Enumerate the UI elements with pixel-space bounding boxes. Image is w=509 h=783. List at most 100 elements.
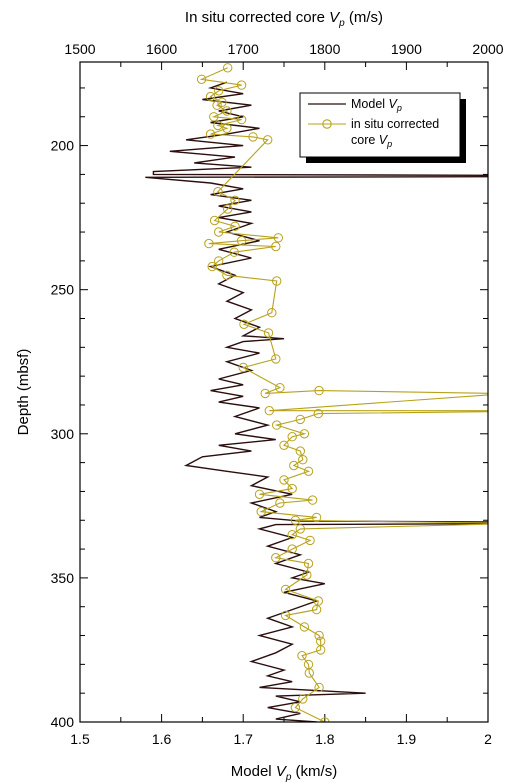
bottom-tick-label: 1.7 [233, 731, 253, 747]
data-point-core-vp [313, 408, 323, 419]
bottom-axis-ticks: 1.5 1.6 1.7 1.8 1.9 2 [70, 714, 492, 747]
data-point-core-vp [223, 63, 233, 73]
data-point-core-vp [280, 584, 291, 595]
y-axis-ticks: 200 250 300 350 400 [51, 87, 488, 730]
data-point-core-vp [263, 135, 273, 145]
data-point-core-vp [287, 432, 297, 442]
data-point-core-vp [273, 233, 283, 243]
data-point-core-vp [236, 80, 247, 90]
y-axis-title: Depth (mbsf) [15, 349, 32, 436]
top-tick-label: 1700 [228, 41, 259, 57]
data-point-core-vp [248, 132, 258, 142]
data-point-core-vp [209, 215, 220, 226]
data-point-core-vp [287, 483, 297, 494]
data-point-core-vp [289, 460, 299, 471]
bottom-tick-label: 2 [484, 731, 492, 747]
data-point-core-vp [303, 558, 314, 569]
legend-label-core-vp-line1: in situ corrected [351, 117, 439, 131]
data-point-core-vp [236, 236, 247, 246]
data-point-core-vp [313, 596, 323, 606]
data-point-core-vp [271, 241, 281, 252]
data-point-core-vp [299, 429, 310, 439]
top-tick-label: 1900 [391, 41, 422, 57]
legend: Model Vp in situ corrected core Vp [299, 92, 466, 163]
data-point-core-vp [214, 86, 224, 96]
y-tick-label: 350 [51, 570, 75, 586]
data-point-core-vp [207, 261, 217, 272]
data-point-core-vp [290, 515, 301, 525]
data-point-core-vp [279, 440, 289, 450]
data-point-core-vp [311, 512, 322, 523]
y-tick-label: 200 [51, 138, 75, 154]
data-point-core-vp [205, 91, 216, 102]
data-point-core-vp [280, 610, 291, 621]
bottom-tick-label: 1.5 [70, 731, 90, 747]
data-point-core-vp [260, 388, 270, 399]
data-point-core-vp [222, 123, 232, 134]
legend-label-core-vp-line2: core Vp [351, 133, 392, 149]
data-point-core-vp [316, 645, 326, 655]
bottom-tick-label: 1.6 [152, 731, 172, 747]
plot-frame [79, 61, 489, 723]
data-point-core-vp [311, 604, 322, 615]
data-point-core-vp [305, 535, 315, 546]
data-point-core-vp [213, 187, 223, 197]
data-point-core-vp [230, 221, 240, 232]
y-tick-label: 400 [51, 714, 75, 730]
data-point-core-vp [307, 495, 318, 505]
data-point-core-vp [222, 106, 232, 116]
data-point-core-vp [212, 100, 222, 110]
top-axis-ticks: 1500 1600 1700 1800 1900 2000 [64, 41, 504, 70]
data-point-core-vp [314, 630, 324, 641]
data-point-core-vp [230, 195, 240, 206]
data-point-core-vp [287, 544, 297, 554]
top-axis-title: In situ corrected core Vp (m/s) [185, 9, 383, 29]
series-line-model-vp [145, 81, 488, 722]
data-point-core-vp [229, 247, 239, 257]
data-point-core-vp [314, 682, 324, 693]
data-point-core-vp [263, 328, 274, 338]
data-point-core-vp [239, 319, 249, 329]
series-line-core-vp [199, 67, 488, 722]
data-point-core-vp [298, 694, 308, 704]
data-point-core-vp [264, 406, 274, 416]
data-point-core-vp [290, 702, 301, 713]
data-point-core-vp [272, 420, 282, 430]
y-tick-label: 250 [51, 282, 75, 298]
data-point-core-vp [299, 622, 310, 632]
data-point-core-vp [271, 354, 281, 364]
data-point-core-vp [272, 276, 282, 286]
data-point-core-vp [223, 204, 233, 214]
data-point-core-vp [298, 455, 308, 465]
legend-marker-core-vp [322, 119, 332, 129]
bottom-tick-label: 1.9 [397, 731, 417, 747]
data-point-core-vp [213, 120, 223, 131]
bottom-axis-title: Model Vp (km/s) [231, 763, 337, 783]
data-point-core-vp [267, 308, 277, 318]
data-point-core-vp [271, 553, 281, 563]
data-point-core-vp [275, 498, 285, 508]
data-point-core-vp [295, 446, 305, 456]
data-point-core-vp [209, 112, 219, 122]
bottom-tick-label: 1.8 [315, 731, 335, 747]
data-point-core-vp [254, 489, 265, 499]
data-point-core-vp [279, 475, 289, 485]
data-point-core-vp [304, 668, 314, 678]
data-point-core-vp [238, 362, 248, 373]
legend-label-model-vp: Model Vp [351, 97, 402, 113]
data-point-core-vp [295, 524, 305, 534]
top-tick-label: 1800 [309, 41, 340, 57]
data-point-core-vp [297, 651, 307, 661]
top-tick-label: 1600 [146, 41, 177, 57]
top-tick-label: 1500 [64, 41, 95, 57]
data-point-core-vp [302, 570, 312, 580]
data-point-core-vp [295, 414, 305, 425]
data-point-core-vp [314, 385, 324, 396]
series-markers-core-vp [196, 63, 330, 722]
data-point-core-vp [222, 270, 232, 280]
data-point-core-vp [287, 530, 297, 540]
data-point-core-vp [214, 227, 224, 237]
data-point-core-vp [204, 238, 214, 249]
data-point-core-vp [205, 129, 216, 139]
